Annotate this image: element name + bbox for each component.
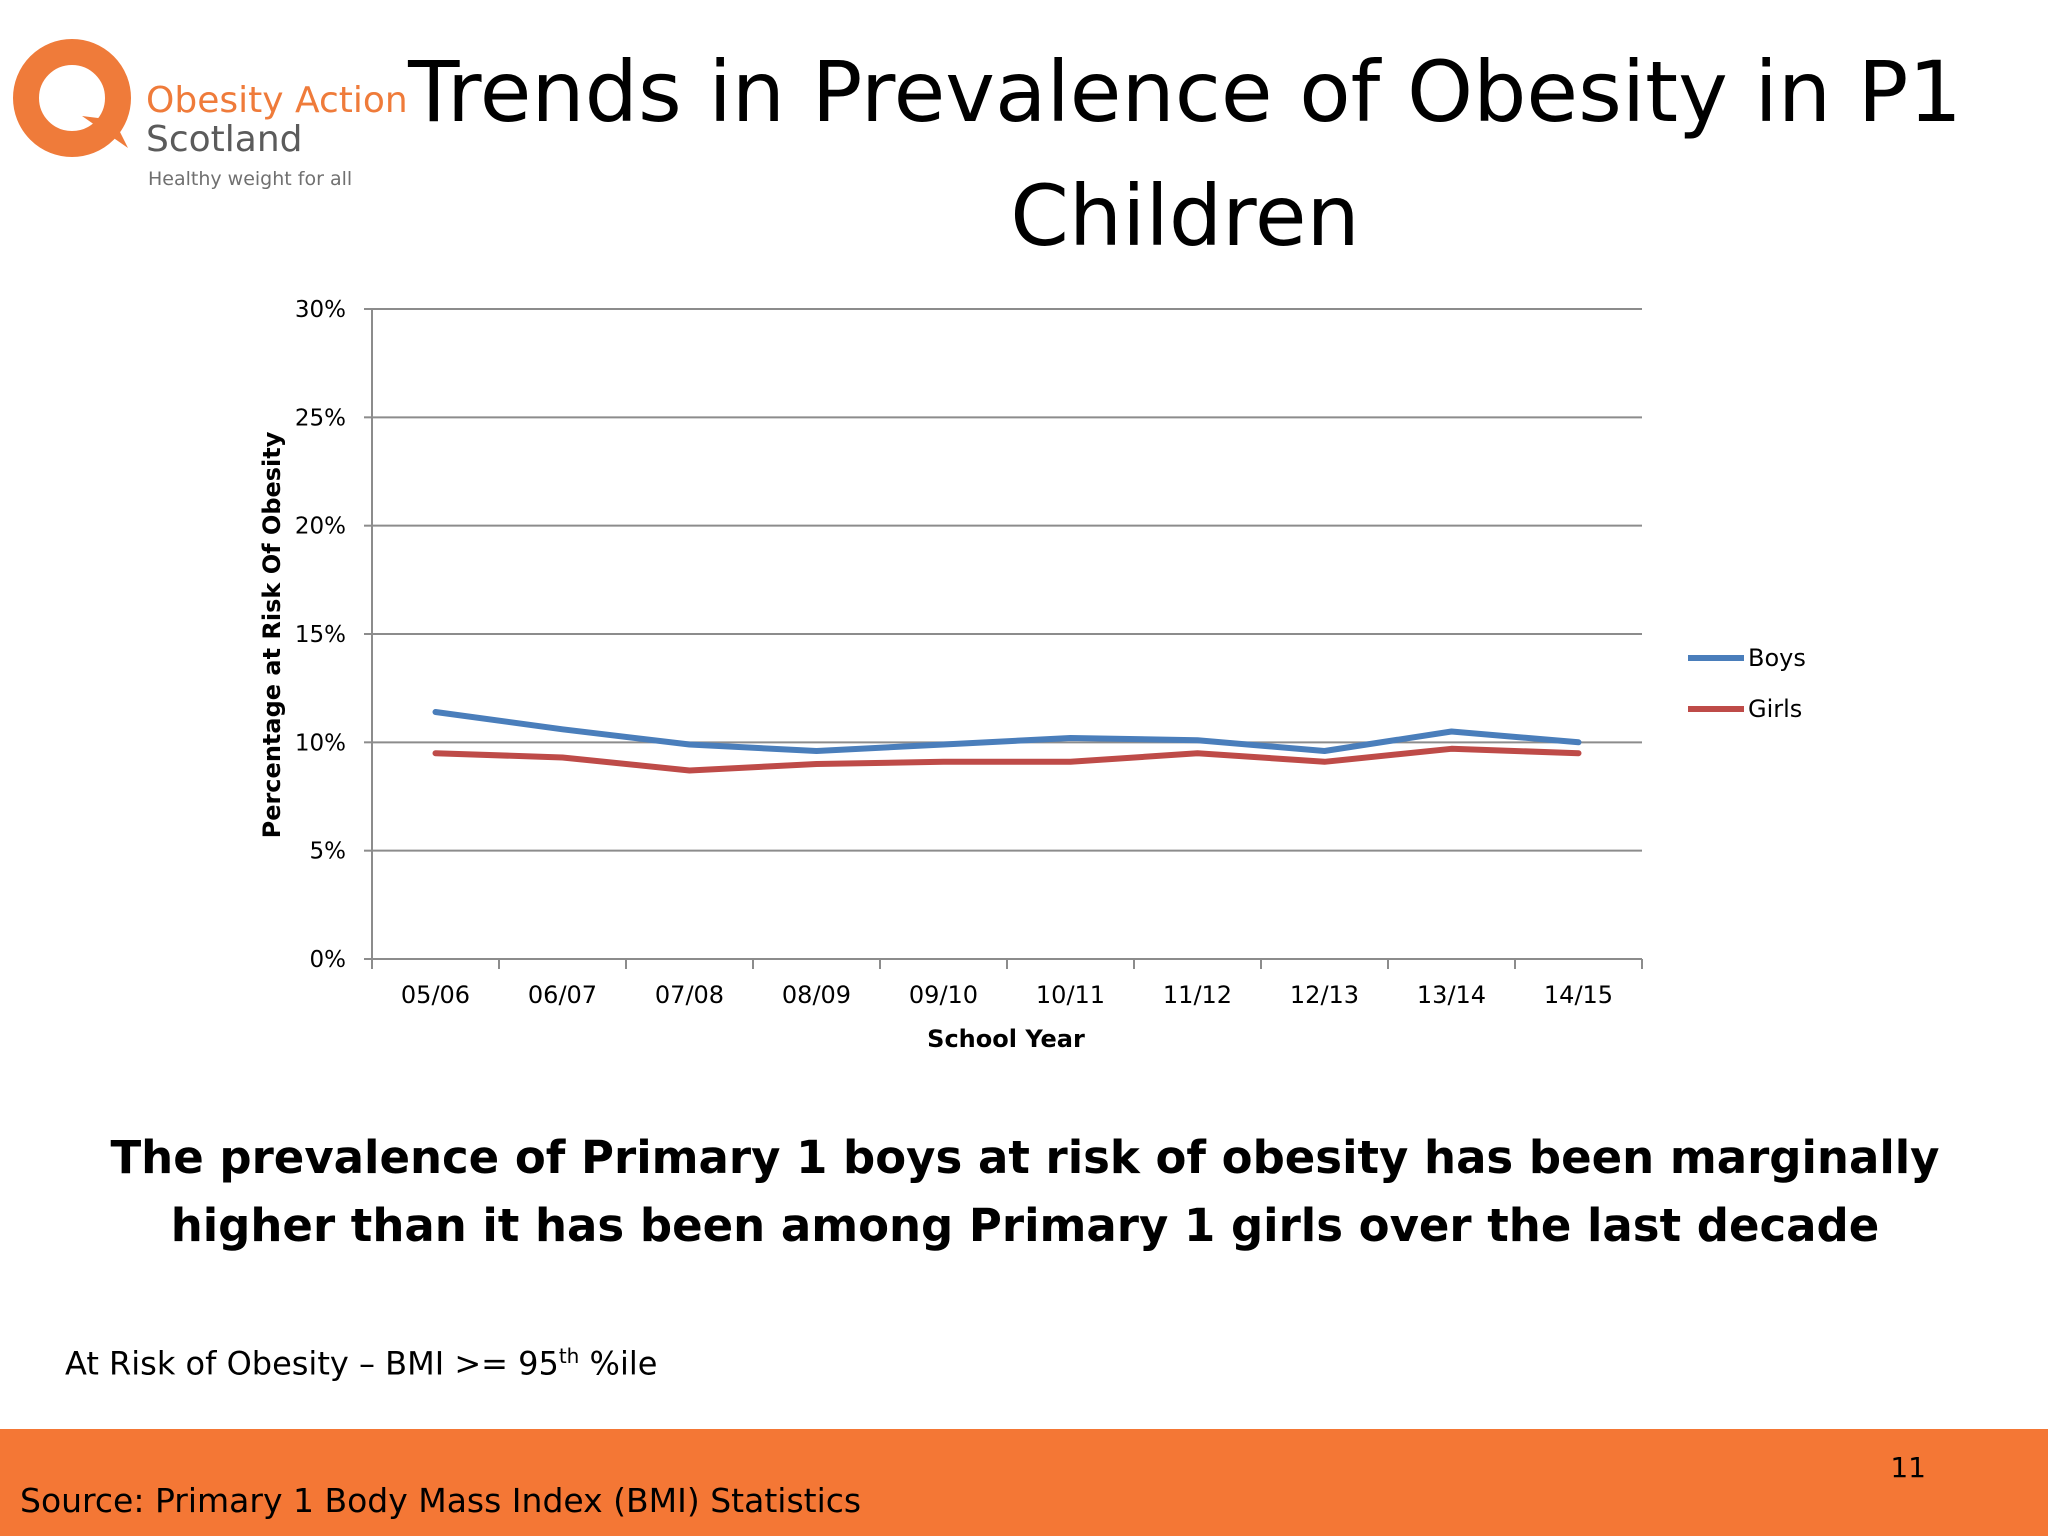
x-tick-label: 06/07 [528, 981, 597, 1009]
legend-label-girls: Girls [1748, 695, 1802, 723]
x-tick-label: 07/08 [655, 981, 724, 1009]
footer-bar: 11 Source: Primary 1 Body Mass Index (BM… [0, 1429, 2048, 1536]
y-tick-label: 10% [295, 730, 346, 756]
x-tick-label: 12/13 [1290, 981, 1359, 1009]
series-line-girls [432, 745, 1582, 774]
series-lines [432, 709, 1582, 774]
logo-name-line1: Obesity Action [146, 80, 408, 121]
grid-lines [372, 308, 1642, 852]
x-tick-label: 14/15 [1544, 981, 1613, 1009]
legend: Boys Girls [1688, 644, 1806, 723]
x-tick-label: 10/11 [1036, 981, 1105, 1009]
footnote-text: At Risk of Obesity – BMI >= 95 [65, 1344, 559, 1383]
slide-number: 11 [1890, 1451, 1926, 1484]
line-chart: 0% 5% 10% 15% 20% 25% 30% 05/06 06/07 07/08 08/09… [258, 297, 1806, 1053]
x-axis-title: School Year [927, 1025, 1085, 1053]
footnote-superscript: th [558, 1344, 580, 1368]
x-tick-label: 11/12 [1163, 981, 1232, 1009]
legend-label-boys: Boys [1748, 644, 1806, 672]
q-arrow-logo-icon [13, 39, 131, 157]
takeaway-text: The prevalence of Primary 1 boys at risk… [110, 1131, 1940, 1252]
y-axis-title: Percentage at Risk Of Obesity [258, 431, 286, 838]
x-tick-label: 13/14 [1417, 981, 1486, 1009]
footnote-suffix: %ile [579, 1344, 658, 1383]
y-tick-label: 15% [295, 622, 346, 648]
y-axis-ticks: 0% 5% 10% 15% 20% 25% 30% [295, 297, 372, 973]
logo: Obesity Action Scotland Healthy weight f… [10, 28, 430, 198]
source-text: Source: Primary 1 Body Mass Index (BMI) … [20, 1481, 862, 1520]
logo-name-line2: Scotland [146, 119, 303, 160]
x-tick-label: 08/09 [782, 981, 851, 1009]
x-tick-label: 09/10 [909, 981, 978, 1009]
y-tick-label: 30% [295, 297, 346, 323]
slide-title: Trends in Prevalence of Obesity in P1 Ch… [408, 43, 1962, 265]
x-tick-label: 05/06 [401, 981, 470, 1009]
footnote: At Risk of Obesity – BMI >= 95th %ile [65, 1344, 657, 1383]
logo-tagline: Healthy weight for all [148, 168, 353, 190]
y-tick-label: 0% [310, 947, 347, 973]
y-tick-label: 20% [295, 514, 346, 540]
series-line-boys [432, 709, 1582, 754]
y-tick-label: 5% [310, 839, 347, 865]
x-axis-ticks: 05/06 06/07 07/08 08/09 09/10 10/11 11/12 12/13… [371, 959, 1643, 1009]
y-tick-label: 25% [295, 405, 346, 431]
